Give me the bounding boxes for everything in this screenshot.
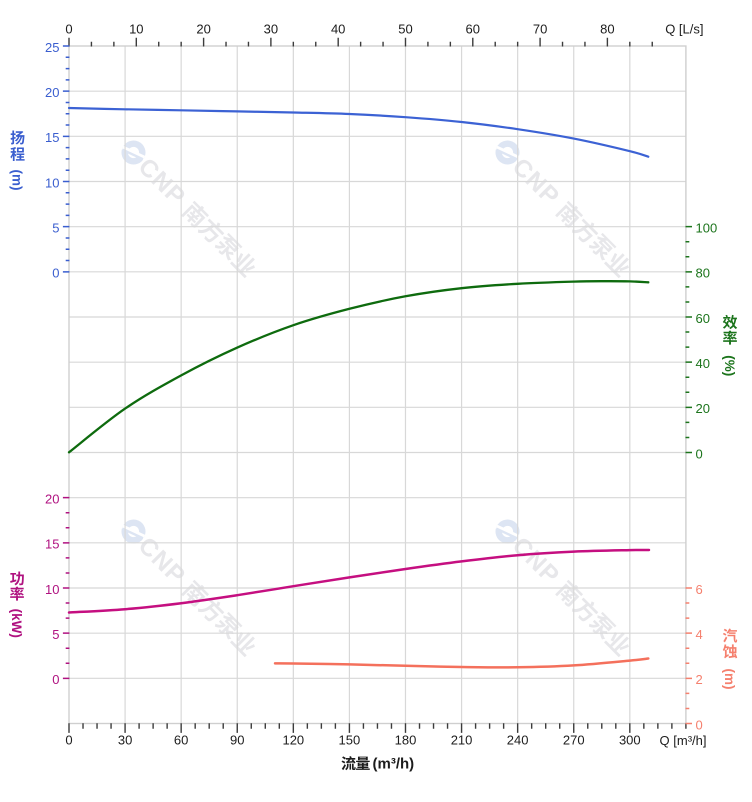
svg-text:30: 30	[118, 733, 132, 748]
svg-text:180: 180	[395, 733, 417, 748]
svg-text:70: 70	[533, 22, 547, 37]
svg-text:0: 0	[65, 733, 72, 748]
svg-text:240: 240	[507, 733, 529, 748]
svg-text:(kW): (kW)	[9, 609, 24, 638]
svg-text:0: 0	[65, 22, 72, 37]
svg-text:270: 270	[563, 733, 585, 748]
svg-text:6: 6	[696, 582, 703, 597]
svg-text:20: 20	[45, 85, 59, 100]
svg-text:10: 10	[129, 22, 143, 37]
svg-text:2: 2	[696, 672, 703, 687]
svg-text:5: 5	[52, 221, 59, 236]
svg-text:60: 60	[696, 311, 710, 326]
svg-text:CNP: CNP	[133, 532, 191, 590]
svg-text:CNP: CNP	[507, 153, 565, 211]
svg-text:50: 50	[398, 22, 412, 37]
svg-text:30: 30	[264, 22, 278, 37]
svg-text:40: 40	[696, 356, 710, 371]
svg-text:(m): (m)	[722, 669, 737, 690]
svg-text:(%): (%)	[722, 355, 737, 376]
svg-text:120: 120	[282, 733, 304, 748]
svg-text:20: 20	[45, 492, 59, 507]
svg-text:0: 0	[696, 446, 703, 461]
svg-text:80: 80	[696, 266, 710, 281]
svg-text:0: 0	[52, 672, 59, 687]
svg-text:4: 4	[696, 627, 703, 642]
svg-text:150: 150	[339, 733, 361, 748]
svg-text:5: 5	[52, 627, 59, 642]
svg-text:10: 10	[45, 175, 59, 190]
svg-text:20: 20	[696, 401, 710, 416]
svg-text:90: 90	[230, 733, 244, 748]
svg-text:0: 0	[52, 266, 59, 281]
svg-text:Q [m³/h]: Q [m³/h]	[660, 733, 707, 748]
svg-text:CNP: CNP	[133, 153, 191, 211]
svg-text:15: 15	[45, 537, 59, 552]
svg-text:0: 0	[696, 717, 703, 732]
svg-text:15: 15	[45, 130, 59, 145]
svg-text:60: 60	[466, 22, 480, 37]
svg-text:40: 40	[331, 22, 345, 37]
svg-text:210: 210	[451, 733, 473, 748]
svg-text:(m): (m)	[9, 170, 24, 191]
svg-text:10: 10	[45, 582, 59, 597]
svg-text:20: 20	[196, 22, 210, 37]
svg-text:60: 60	[174, 733, 188, 748]
svg-text:Q [L/s]: Q [L/s]	[665, 22, 703, 37]
svg-text:(m³/h): (m³/h)	[373, 755, 415, 772]
svg-text:CNP: CNP	[507, 532, 565, 590]
svg-text:25: 25	[45, 40, 59, 55]
svg-text:300: 300	[619, 733, 641, 748]
svg-text:100: 100	[696, 221, 718, 236]
svg-text:80: 80	[600, 22, 614, 37]
